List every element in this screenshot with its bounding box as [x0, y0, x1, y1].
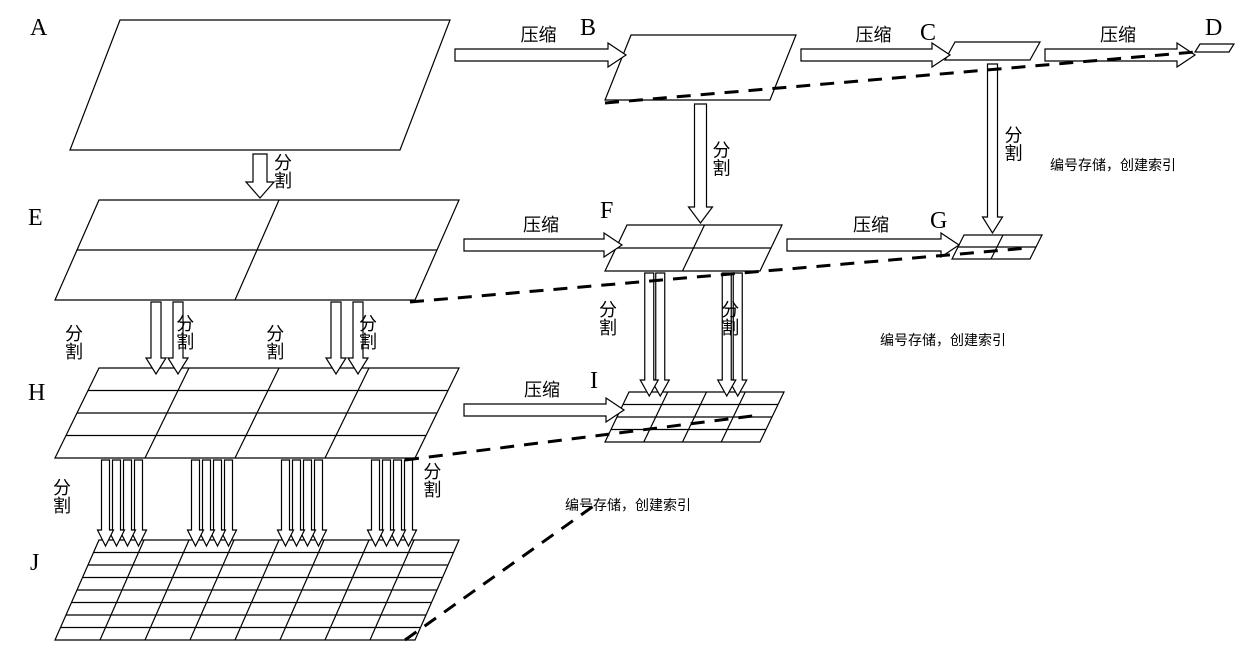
- grid-C: [945, 42, 1040, 60]
- svg-text:压缩: 压缩: [521, 25, 557, 45]
- svg-text:分: 分: [176, 314, 194, 334]
- svg-text:分: 分: [713, 141, 731, 161]
- v-arrow: [98, 460, 114, 546]
- h-arrow: [801, 43, 950, 67]
- grid-H: [55, 368, 459, 458]
- svg-text:分: 分: [274, 153, 292, 173]
- label-I: I: [590, 368, 598, 394]
- svg-text:割: 割: [274, 171, 292, 191]
- diagram-canvas: 压缩压缩压缩压缩压缩压缩分割分割分割分割分割分割分割分割分割分割分割编号存储，创…: [0, 0, 1240, 651]
- grid-B: [605, 35, 796, 100]
- v-arrow: [146, 302, 166, 374]
- v-arrow: [246, 154, 274, 198]
- svg-text:编号存储，创建索引: 编号存储，创建索引: [565, 497, 691, 514]
- grid-F: [605, 225, 782, 271]
- grid-E: [55, 200, 459, 300]
- label-C: C: [920, 20, 936, 46]
- svg-text:割: 割: [423, 480, 441, 500]
- svg-text:分: 分: [1005, 126, 1023, 146]
- svg-text:割: 割: [713, 159, 731, 179]
- h-arrow: [787, 233, 959, 257]
- svg-text:压缩: 压缩: [853, 215, 889, 235]
- svg-text:分: 分: [266, 324, 284, 344]
- grid-I: [605, 392, 784, 442]
- label-B: B: [580, 15, 596, 41]
- svg-text:分: 分: [423, 462, 441, 482]
- svg-text:割: 割: [599, 318, 617, 338]
- v-arrow: [368, 460, 384, 546]
- label-G: G: [930, 208, 947, 234]
- svg-text:割: 割: [721, 318, 739, 338]
- svg-text:压缩: 压缩: [524, 380, 560, 400]
- svg-text:压缩: 压缩: [856, 25, 892, 45]
- label-J: J: [30, 550, 39, 576]
- v-arrow: [689, 104, 713, 223]
- svg-text:分: 分: [359, 314, 377, 334]
- svg-text:分: 分: [53, 478, 71, 498]
- svg-text:割: 割: [266, 342, 284, 362]
- svg-text:编号存储，创建索引: 编号存储，创建索引: [880, 332, 1006, 349]
- svg-text:割: 割: [53, 496, 71, 516]
- h-arrow: [464, 398, 624, 422]
- svg-text:割: 割: [176, 332, 194, 352]
- label-A: A: [30, 15, 48, 41]
- svg-text:割: 割: [359, 332, 377, 352]
- label-E: E: [28, 205, 43, 231]
- svg-text:割: 割: [65, 342, 83, 362]
- svg-text:割: 割: [1005, 144, 1023, 164]
- grid-G: [952, 235, 1042, 259]
- grid-J: [55, 540, 459, 640]
- grid-A: [70, 20, 450, 150]
- label-H: H: [28, 380, 45, 406]
- svg-text:分: 分: [599, 300, 617, 320]
- v-arrow: [326, 302, 346, 374]
- v-arrow: [278, 460, 294, 546]
- svg-text:压缩: 压缩: [1100, 25, 1136, 45]
- svg-text:压缩: 压缩: [523, 215, 559, 235]
- svg-text:编号存储，创建索引: 编号存储，创建索引: [1050, 157, 1176, 174]
- svg-text:分: 分: [721, 300, 739, 320]
- v-arrow: [188, 460, 204, 546]
- h-arrow: [455, 43, 626, 67]
- label-D: D: [1205, 15, 1222, 41]
- grid-D: [1195, 44, 1234, 52]
- v-arrow: [983, 64, 1003, 233]
- label-F: F: [600, 198, 613, 224]
- h-arrow: [464, 233, 622, 257]
- svg-text:分: 分: [65, 324, 83, 344]
